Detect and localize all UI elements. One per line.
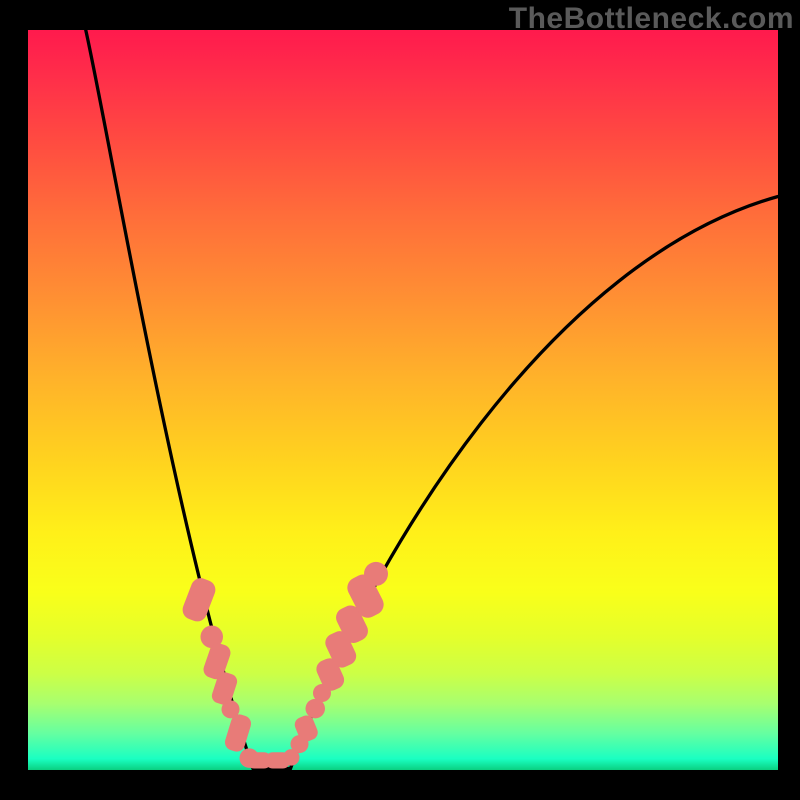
chart-container: TheBottleneck.com xyxy=(0,0,800,800)
watermark-text: TheBottleneck.com xyxy=(509,2,794,36)
data-marker xyxy=(364,562,388,586)
bottleneck-curve-chart xyxy=(28,30,778,770)
gradient-background xyxy=(28,30,778,770)
